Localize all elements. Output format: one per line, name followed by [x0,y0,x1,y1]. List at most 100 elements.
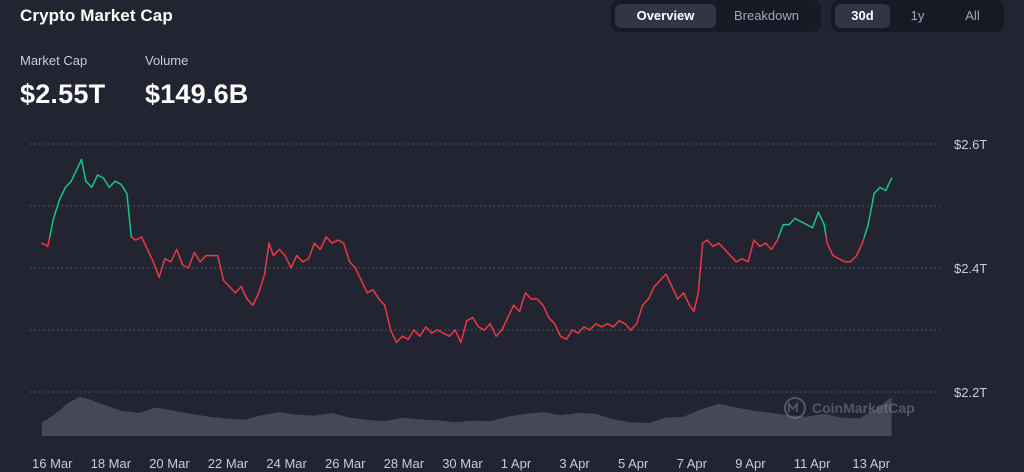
price-line-segment [224,280,230,286]
price-line-segment [760,243,766,246]
price-line-segment [660,274,666,280]
price-line-segment [127,194,131,237]
price-line-segment [65,181,71,187]
price-line-segment [414,330,420,336]
y-tick-label: $2.4T [954,261,987,276]
price-line-segment [344,243,350,262]
price-line-segment [795,218,801,221]
price-line-segment [109,181,115,187]
price-line-segment [443,333,449,336]
price-line-segment [391,330,397,342]
price-line-segment [779,225,784,237]
x-tick-label: 26 Mar [325,456,366,471]
price-line-segment [672,287,678,299]
price-line-segment [826,237,827,243]
price-line-segment [171,249,177,261]
price-line-segment [543,305,549,317]
price-line-segment [549,318,555,324]
x-tick-label: 30 Mar [442,456,483,471]
y-tick-label: $2.6T [954,137,987,152]
price-line-segment [490,324,496,336]
x-tick-label: 18 Mar [91,456,132,471]
price-line-segment [827,243,833,255]
price-line-segment [619,321,625,324]
price-line-segment [561,336,567,339]
price-line-segment [684,293,690,305]
price-line-segment [60,187,66,199]
price-line-segment [602,324,608,327]
price-line-segment [159,259,165,278]
x-tick-label: 1 Apr [501,456,532,471]
price-line-segment [654,280,660,286]
price-line-segment [833,256,839,259]
price-line-segment [77,160,81,169]
price-line-segment [48,237,50,246]
price-line-segment [590,324,596,330]
price-line-segment [177,249,183,265]
price-line-segment [314,243,320,249]
price-line-segment [648,287,654,299]
price-line-segment [92,175,98,187]
price-line-segment [880,187,886,190]
price-line-segment [864,225,868,237]
price-line-segment [703,240,707,243]
price-line-segment [355,268,361,280]
x-tick-label: 11 Apr [794,456,831,471]
price-line-segment [373,290,379,299]
x-tick-label: 16 Mar [32,456,73,471]
price-line-segment [690,305,694,311]
price-line-segment [361,280,367,292]
x-tick-label: 7 Apr [677,456,708,471]
price-line-segment [235,287,241,293]
price-line-segment [397,336,403,342]
volume-area [42,397,892,436]
price-line-segment [332,240,338,243]
price-line-segment [851,256,857,262]
x-tick-label: 9 Apr [735,456,766,471]
price-line-segment [104,178,110,187]
price-line-segment [713,243,719,246]
price-line-segment [637,305,643,324]
price-line-segment [772,240,778,249]
price-line-segment [279,249,285,255]
price-line-segment [813,212,819,228]
price-line-segment [379,299,385,305]
price-line-segment [326,237,332,243]
price-line-segment [98,175,104,178]
x-tick-label: 13 Apr [852,456,890,471]
price-line-segment [631,324,637,330]
x-tick-label: 5 Apr [618,456,649,471]
price-line-segment [520,293,526,312]
price-line-segment [707,240,713,246]
price-line-segment [857,243,863,255]
price-line-segment [241,287,247,299]
price-line-segment [754,240,760,246]
price-line-segment [432,330,438,333]
price-line-segment [502,318,508,330]
price-line-segment [766,243,772,249]
price-line-segment [367,290,373,293]
price-line-segment [420,327,426,336]
price-line-segment [555,324,561,336]
price-line-segment [50,218,54,237]
price-line-segment [136,237,142,240]
price-line-segment [694,293,698,312]
price-line-segment [194,253,200,262]
price-line-segment [742,259,748,262]
price-line-segment [643,299,649,305]
price-line-segment [748,240,754,262]
price-line-segment [121,184,127,193]
price-line-segment [461,321,467,343]
price-line-segment [218,256,224,281]
price-line-segment [259,274,265,293]
x-tick-label: 3 Apr [559,456,590,471]
price-line-segment [818,212,824,224]
price-line-segment [338,240,344,243]
coinmarketcap-logo: CoinMarketCap [785,398,915,418]
price-line-segment [147,249,153,261]
price-line-segment [285,256,291,268]
price-line-segment [607,324,613,327]
price-line-segment [596,324,602,327]
price-line-segment [385,305,391,330]
